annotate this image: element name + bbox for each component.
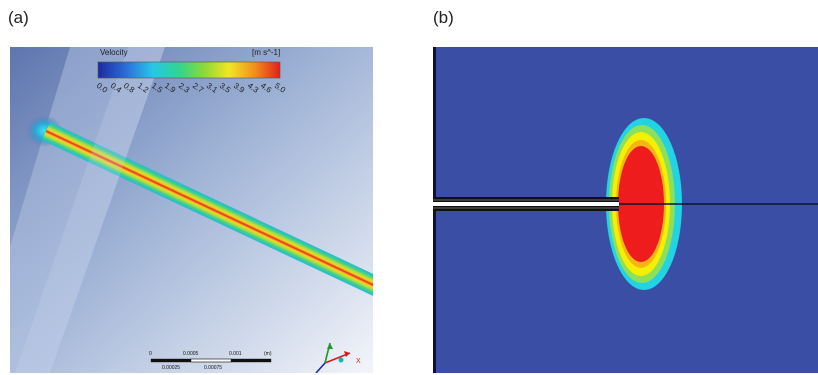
velocity-contour-panel: Velocity [m s^-1] 0.0 0.4 0.8 1.2 1.5 1.9 2.3 2… xyxy=(10,47,373,373)
scale-label-0-0005: 0.0005 xyxy=(183,351,199,357)
scale-label-0-00075: 0.00075 xyxy=(204,365,223,371)
scale-bar xyxy=(150,358,272,363)
scale-label-0-001: 0.001 xyxy=(229,351,242,357)
xyz-axes-icon xyxy=(315,342,351,373)
colorbar-title: Velocity xyxy=(100,48,128,57)
scale-label-unit: (m) xyxy=(264,351,272,357)
scale-label-0-00025: 0.00025 xyxy=(162,365,181,371)
panel-a-label: (a) xyxy=(8,8,29,27)
jet-stream xyxy=(41,121,373,302)
nozzle-icon xyxy=(433,197,619,211)
colorbar xyxy=(97,61,281,79)
colorbar-unit: [m s^-1] xyxy=(252,48,281,57)
velocity-field-render xyxy=(10,47,373,373)
cross-section-panel xyxy=(433,47,818,373)
cross-section-render xyxy=(433,47,818,373)
panel-b-label: (b) xyxy=(433,8,454,27)
velocity-blob xyxy=(606,118,683,290)
scale-label-0: 0 xyxy=(149,351,152,357)
x-axis-label: X xyxy=(356,358,361,365)
